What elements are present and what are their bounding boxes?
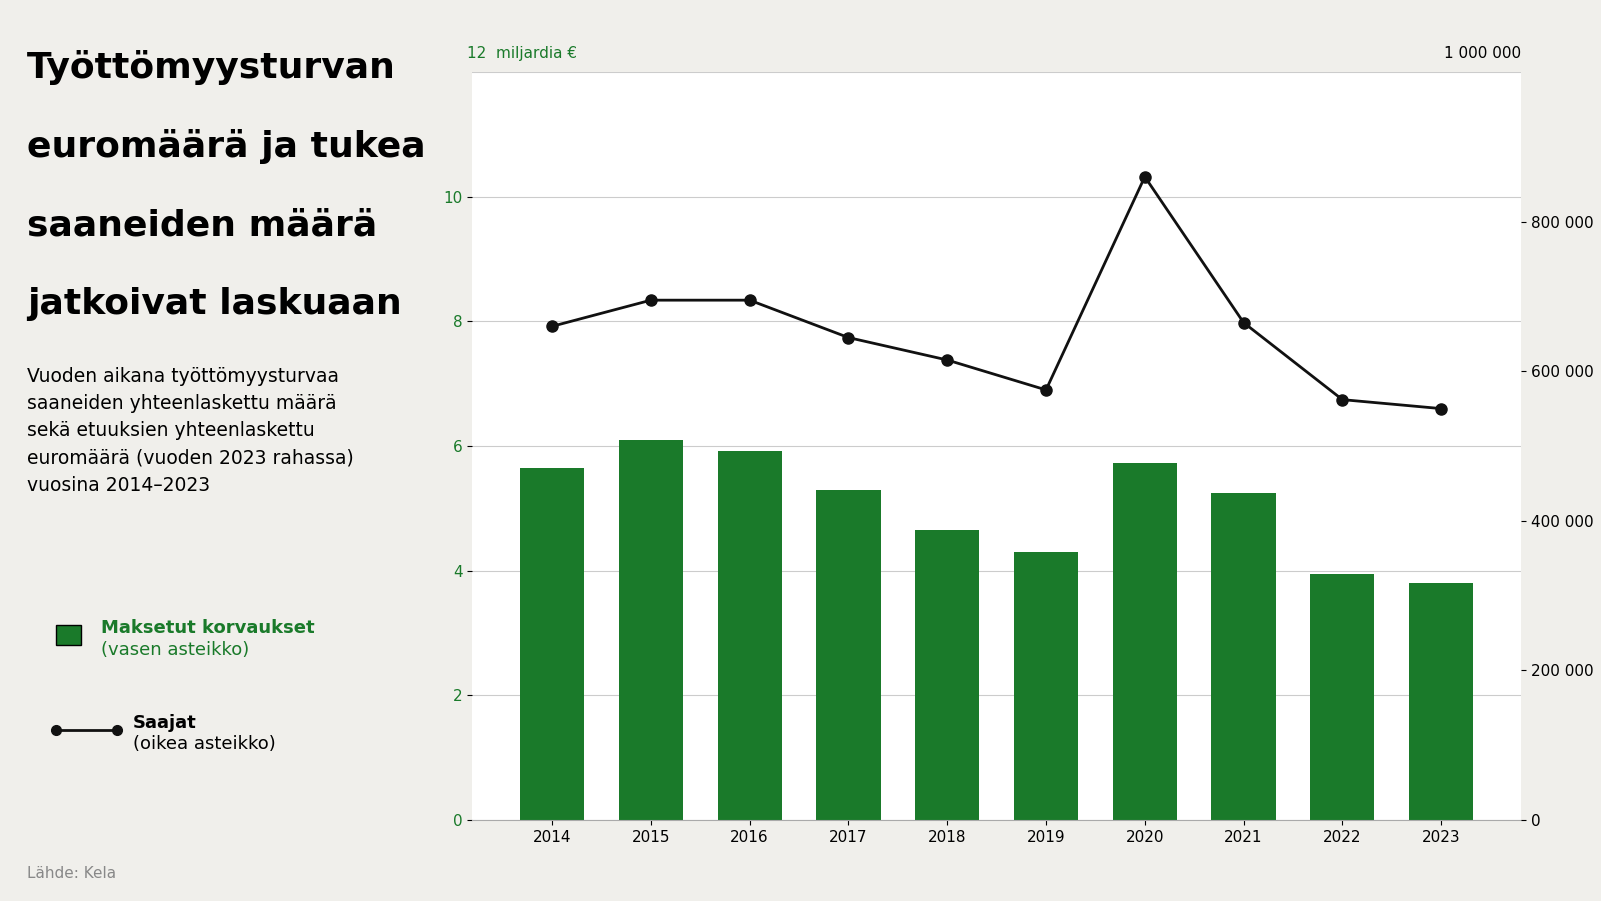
Bar <box>717 451 781 820</box>
Bar <box>1212 493 1276 820</box>
Text: (vasen asteikko): (vasen asteikko) <box>101 641 250 659</box>
Text: euromäärä ja tukea: euromäärä ja tukea <box>27 129 426 164</box>
Bar <box>817 489 881 820</box>
Bar <box>916 530 980 820</box>
Bar <box>618 440 684 820</box>
Text: 12  miljardia €: 12 miljardia € <box>467 46 576 61</box>
Bar <box>1013 552 1077 820</box>
Text: Lähde: Kela: Lähde: Kela <box>27 866 117 881</box>
Bar <box>1409 583 1473 820</box>
Text: jatkoivat laskuaan: jatkoivat laskuaan <box>27 287 402 322</box>
Text: (oikea asteikko): (oikea asteikko) <box>133 735 275 753</box>
Bar <box>520 468 584 820</box>
Text: Maksetut korvaukset: Maksetut korvaukset <box>101 619 314 637</box>
Text: Vuoden aikana työttömyysturvaa
saaneiden yhteenlaskettu määrä
sekä etuuksien yht: Vuoden aikana työttömyysturvaa saaneiden… <box>27 367 354 495</box>
Text: Työttömyysturvan: Työttömyysturvan <box>27 50 395 85</box>
Text: saaneiden määrä: saaneiden määrä <box>27 208 378 242</box>
Text: 1 000 000: 1 000 000 <box>1444 46 1521 61</box>
Text: Saajat: Saajat <box>133 714 197 732</box>
Bar <box>1310 574 1375 820</box>
Bar <box>1113 463 1177 820</box>
